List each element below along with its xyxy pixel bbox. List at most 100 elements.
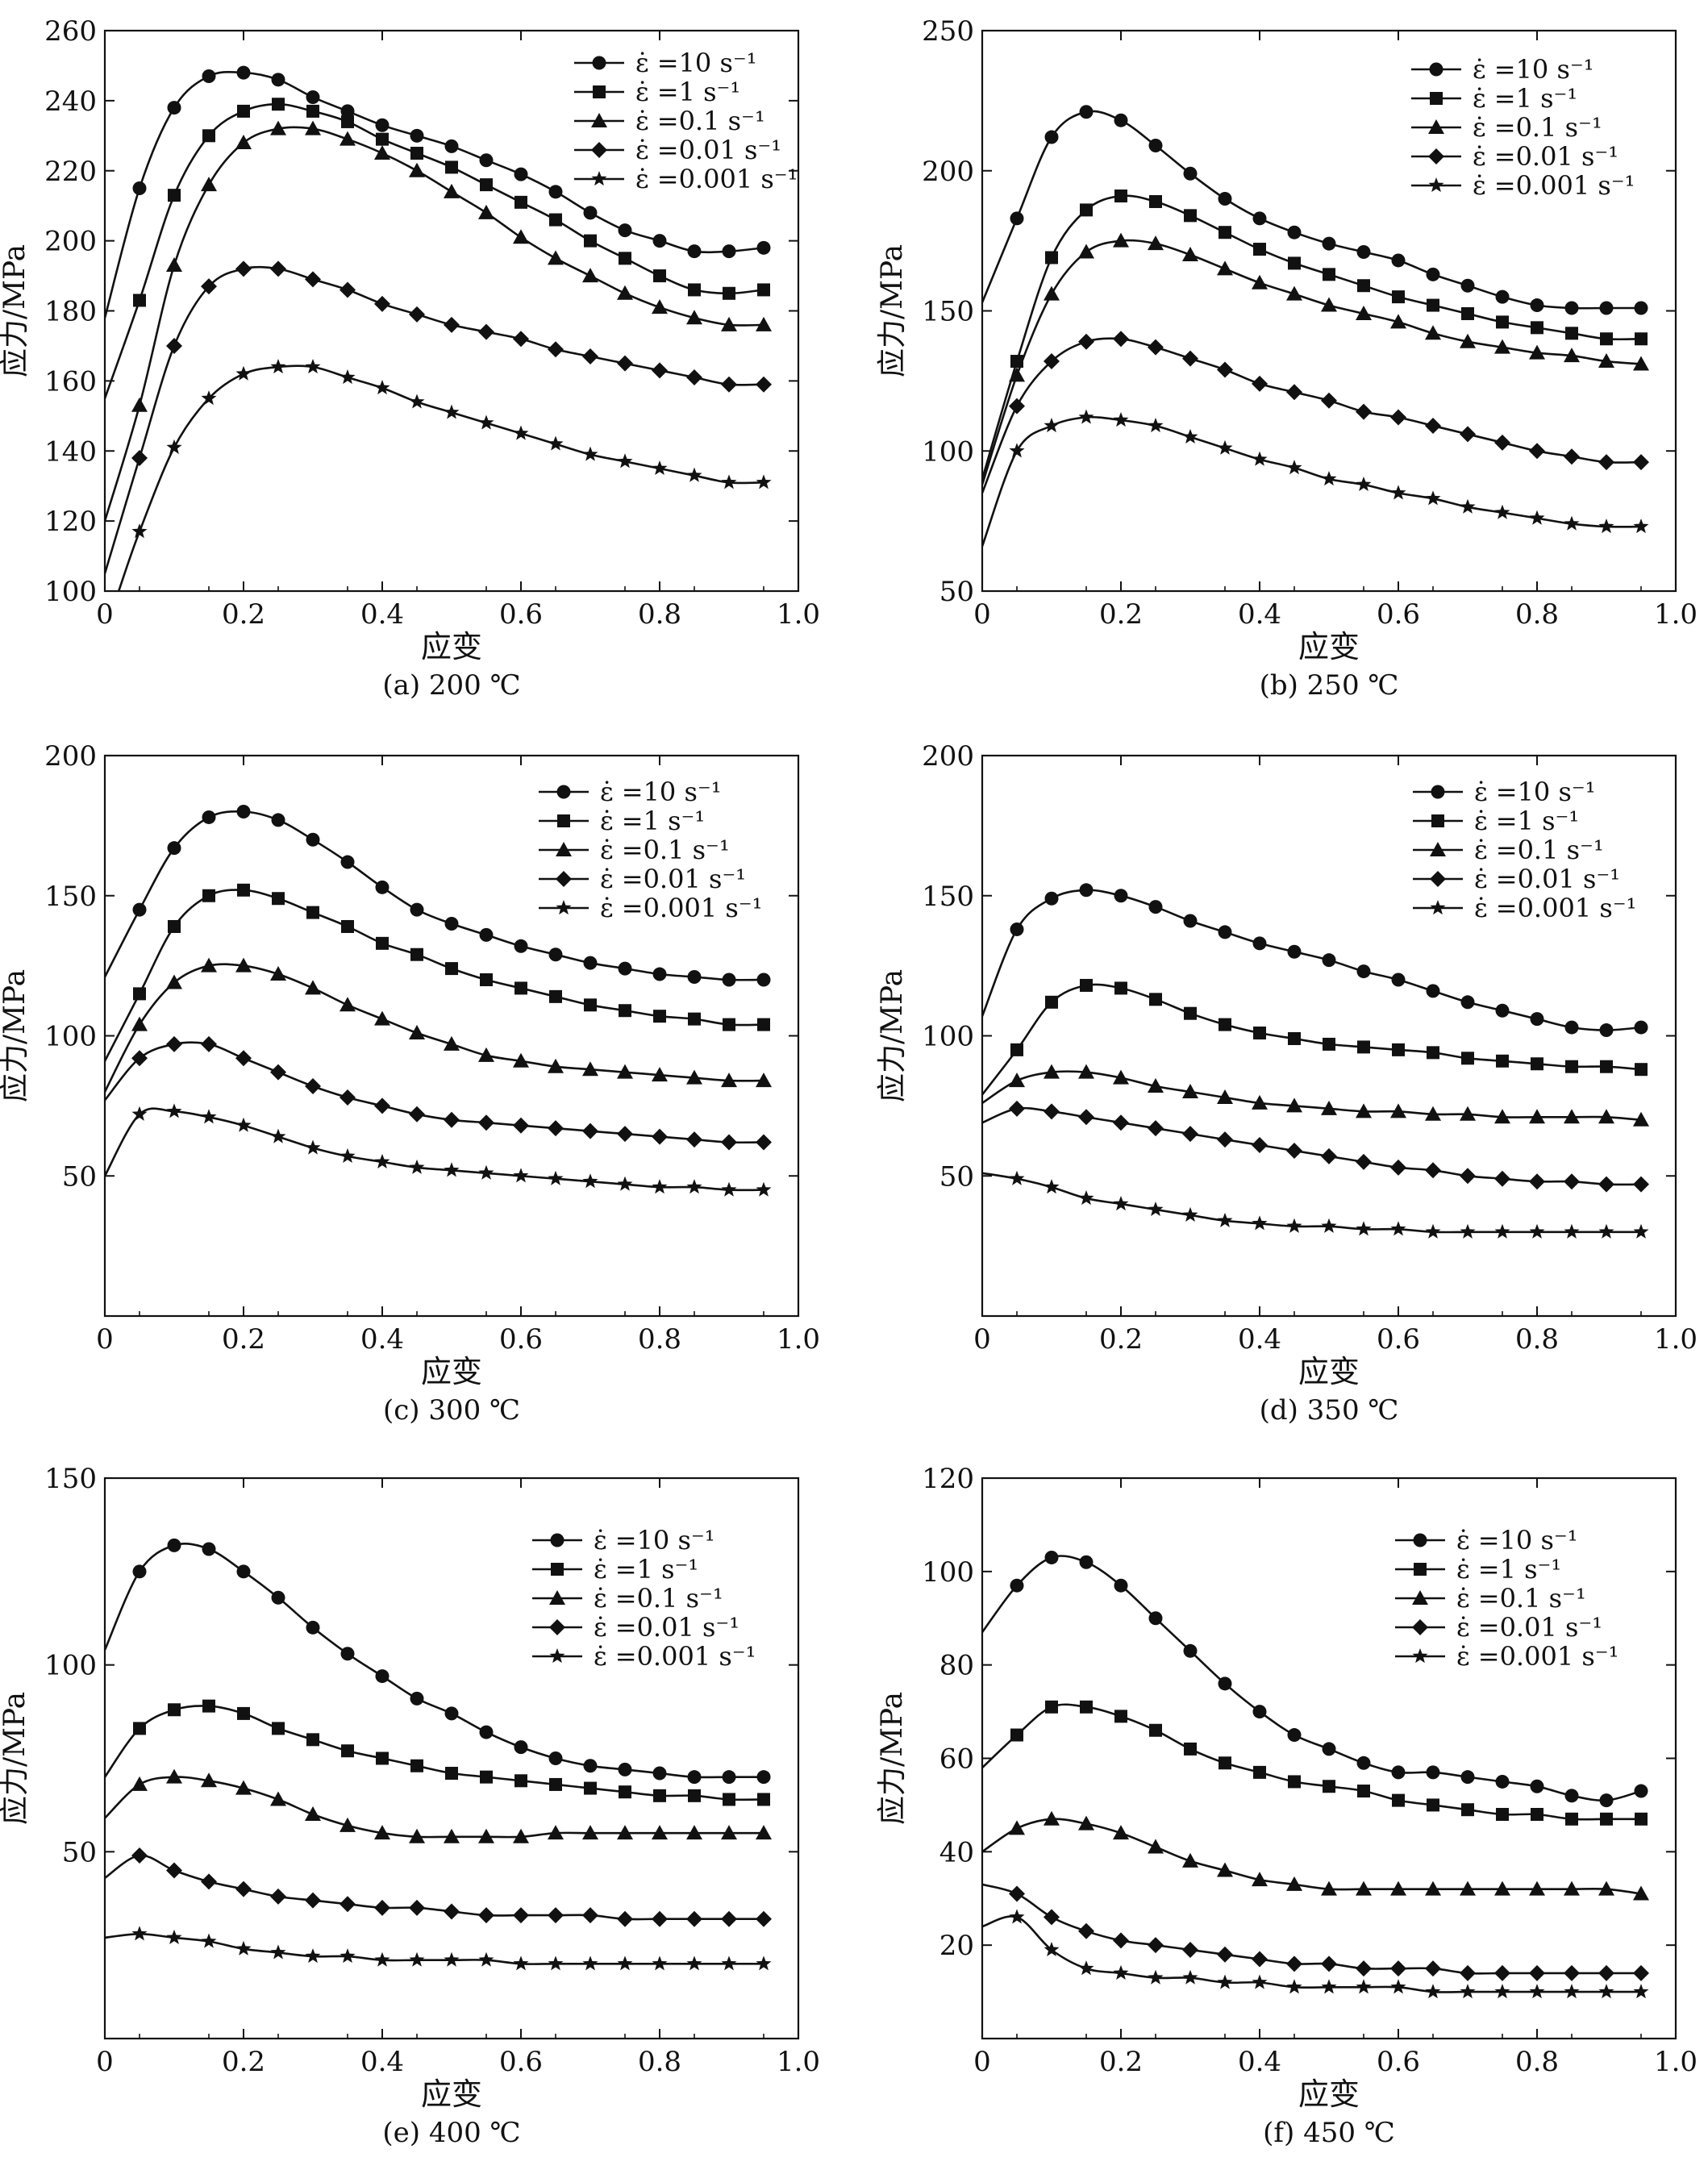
data-point-triangle xyxy=(270,1791,286,1806)
data-point-diamond xyxy=(1148,339,1164,356)
data-point-diamond xyxy=(617,1910,633,1927)
data-point-circle xyxy=(1530,298,1544,313)
data-point-square xyxy=(619,252,631,265)
data-point-square xyxy=(341,919,354,933)
data-point-diamond xyxy=(686,1910,702,1927)
data-point-triangle xyxy=(201,177,217,192)
data-point-circle xyxy=(1460,995,1475,1010)
data-point-diamond xyxy=(1252,375,1268,392)
data-point-star xyxy=(374,1153,390,1168)
data-point-triangle xyxy=(409,1828,425,1843)
data-point-square xyxy=(1323,1037,1335,1051)
legend-marker-square xyxy=(1431,814,1444,827)
data-point-star xyxy=(617,453,633,469)
data-point-triangle xyxy=(1252,1872,1268,1887)
data-point-triangle xyxy=(652,1825,668,1840)
y-tick-label: 140 xyxy=(44,435,97,468)
x-tick-label: 0.2 xyxy=(1099,2046,1143,2078)
data-point-circle xyxy=(410,128,424,143)
data-point-star xyxy=(1044,417,1060,433)
data-point-diamond xyxy=(686,369,702,386)
data-point-triangle xyxy=(305,120,321,135)
data-point-diamond xyxy=(1148,1120,1164,1137)
series-diamond xyxy=(982,1100,1649,1193)
data-point-triangle xyxy=(1286,1097,1302,1113)
data-point-diamond xyxy=(1078,1922,1094,1939)
y-tick-label: 80 xyxy=(939,1650,974,1682)
data-point-diamond xyxy=(374,1097,390,1114)
legend-label: ε̇ =0.1 s⁻¹ xyxy=(1456,1583,1586,1614)
data-point-circle xyxy=(1391,973,1406,987)
x-tick-label: 0 xyxy=(973,1323,991,1356)
data-point-diamond xyxy=(1148,1937,1164,1954)
data-point-square xyxy=(410,1759,423,1772)
legend-label: ε̇ =0.1 s⁻¹ xyxy=(594,1583,723,1614)
data-point-star xyxy=(1009,443,1025,458)
series-diamond xyxy=(982,331,1649,494)
data-point-triangle xyxy=(1078,1815,1094,1831)
data-point-diamond xyxy=(1113,1114,1129,1131)
data-point-triangle xyxy=(686,1069,702,1085)
data-point-square xyxy=(445,160,458,174)
data-point-triangle xyxy=(1217,1089,1233,1104)
data-point-star xyxy=(1286,1218,1302,1233)
data-point-circle xyxy=(652,1766,667,1781)
data-point-star xyxy=(1148,1201,1164,1217)
series-line xyxy=(982,1703,1641,1821)
data-point-diamond xyxy=(548,341,564,358)
data-point-circle xyxy=(1218,1676,1232,1691)
data-point-circle xyxy=(548,185,563,199)
data-point-diamond xyxy=(1009,1100,1025,1117)
data-point-circle xyxy=(1530,1012,1544,1027)
data-point-triangle xyxy=(1425,1881,1441,1896)
x-tick-label: 0.4 xyxy=(1238,2046,1281,2078)
data-point-star xyxy=(270,1944,286,1960)
data-point-square xyxy=(1600,332,1613,346)
data-point-star xyxy=(340,1948,356,1964)
data-point-triangle xyxy=(1425,325,1441,340)
data-point-triangle xyxy=(1460,333,1476,348)
legend-label: ε̇ =0.001 s⁻¹ xyxy=(1473,170,1635,201)
data-point-square xyxy=(653,1789,666,1802)
data-point-star xyxy=(409,1159,425,1174)
data-point-diamond xyxy=(1356,1153,1372,1170)
data-point-triangle xyxy=(1356,1103,1372,1118)
data-point-star xyxy=(1078,1190,1094,1206)
legend-marker-diamond xyxy=(1430,871,1446,887)
series-circle xyxy=(982,883,1648,1038)
data-point-star xyxy=(1598,1984,1614,1999)
legend-marker-square xyxy=(551,1563,564,1576)
data-point-star xyxy=(756,1181,772,1197)
data-point-triangle xyxy=(617,285,633,300)
data-point-square xyxy=(1427,1046,1439,1060)
x-tick-label: 0.8 xyxy=(638,598,681,631)
data-point-circle xyxy=(548,1751,563,1765)
data-point-circle xyxy=(1252,936,1267,951)
data-point-triangle xyxy=(1182,247,1198,261)
data-point-square xyxy=(1045,251,1058,264)
data-point-diamond xyxy=(1390,1960,1406,1977)
data-point-square xyxy=(1427,298,1439,312)
data-point-star xyxy=(374,1951,390,1967)
x-tick-label: 0.8 xyxy=(638,1323,681,1356)
data-point-diamond xyxy=(270,1064,286,1081)
data-point-circle xyxy=(132,181,147,195)
data-point-circle xyxy=(1079,105,1094,119)
data-point-circle xyxy=(271,813,285,827)
legend-marker-star xyxy=(1412,1648,1428,1664)
data-point-diamond xyxy=(478,1907,494,1924)
series-square xyxy=(982,1700,1648,1826)
data-point-triangle xyxy=(1009,1820,1025,1835)
data-point-diamond xyxy=(1529,443,1545,460)
data-point-circle xyxy=(167,1538,181,1552)
y-tick-label: 50 xyxy=(939,1160,974,1193)
data-point-square xyxy=(514,981,527,995)
data-point-circle xyxy=(1356,1756,1371,1770)
data-point-star xyxy=(1113,1964,1129,1980)
data-point-triangle xyxy=(686,310,702,325)
data-point-triangle xyxy=(131,1776,148,1791)
y-tick-label: 100 xyxy=(922,1021,974,1053)
y-axis-label: 应力/MPa xyxy=(876,969,909,1102)
data-point-square xyxy=(757,1793,770,1806)
y-tick-label: 100 xyxy=(44,576,97,608)
